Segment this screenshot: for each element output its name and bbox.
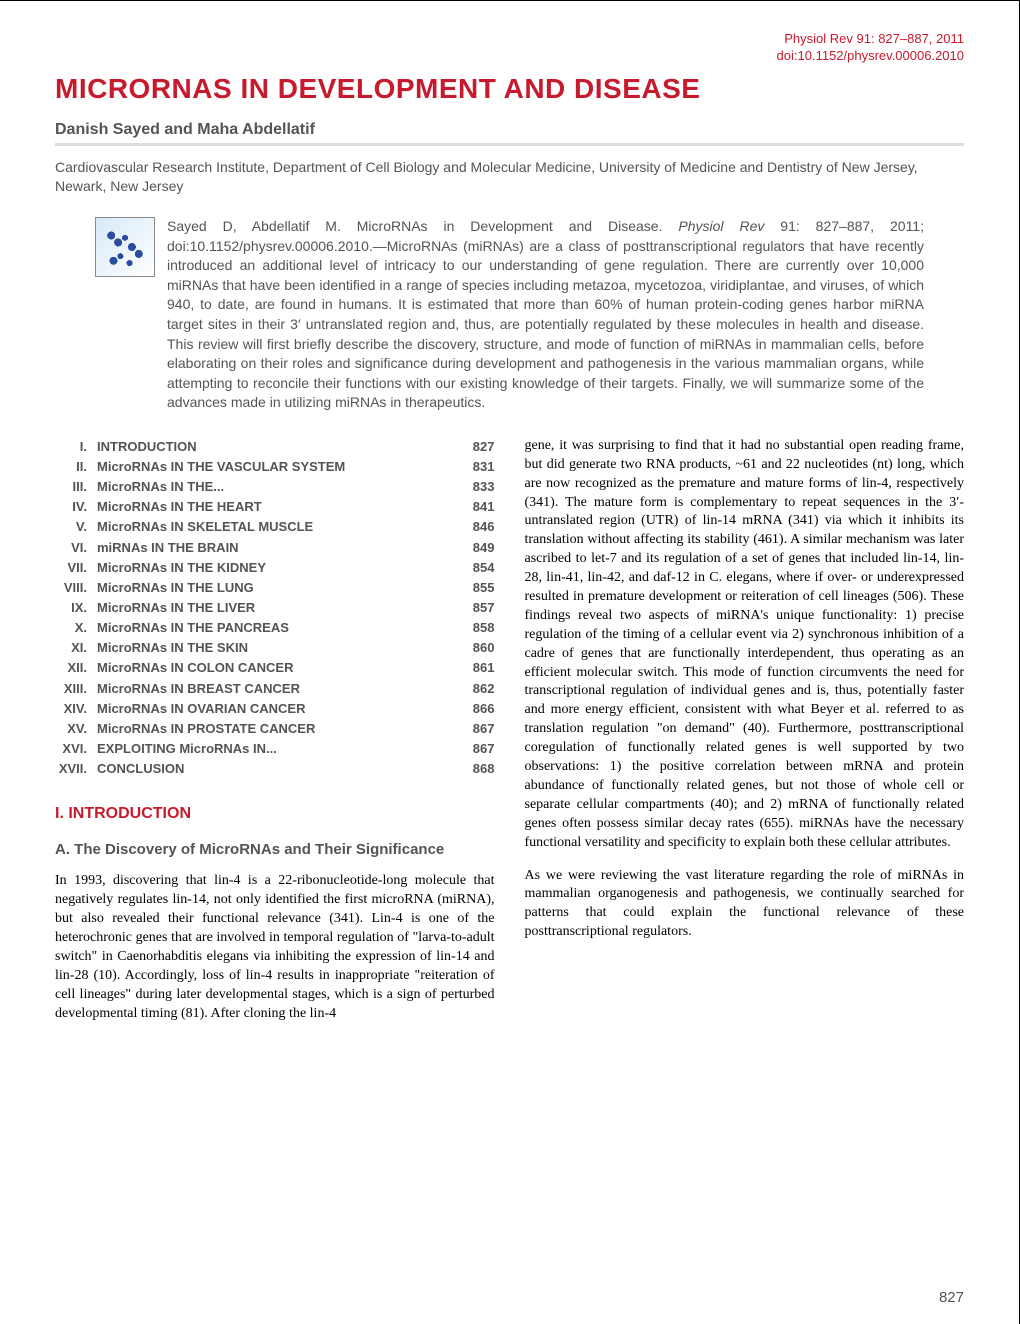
toc-label: CONCLUSION (97, 759, 455, 779)
toc-page: 855 (455, 578, 495, 598)
article-title: MICRORNAS IN DEVELOPMENT AND DISEASE (55, 73, 964, 105)
toc-numeral: VIII. (55, 578, 97, 598)
toc-row: IX.MicroRNAs IN THE LIVER857 (55, 598, 495, 618)
toc-label: INTRODUCTION (97, 437, 455, 457)
toc-row: II.MicroRNAs IN THE VASCULAR SYSTEM831 (55, 457, 495, 477)
table-of-contents: I.INTRODUCTION827II.MicroRNAs IN THE VAS… (55, 437, 495, 779)
header-meta: Physiol Rev 91: 827–887, 2011 doi:10.115… (55, 31, 964, 65)
toc-numeral: XV. (55, 719, 97, 739)
toc-label: MicroRNAs IN BREAST CANCER (97, 679, 455, 699)
toc-label: EXPLOITING MicroRNAs IN... (97, 739, 455, 759)
toc-page: 846 (455, 517, 495, 537)
abstract-journal: Physiol Rev (678, 218, 764, 234)
left-column: I.INTRODUCTION827II.MicroRNAs IN THE VAS… (55, 437, 495, 1038)
toc-numeral: I. (55, 437, 97, 457)
toc-label: MicroRNAs IN THE VASCULAR SYSTEM (97, 457, 455, 477)
toc-numeral: IV. (55, 497, 97, 517)
abstract-block: Sayed D, Abdellatif M. MicroRNAs in Deve… (95, 217, 924, 413)
two-column-layout: I.INTRODUCTION827II.MicroRNAs IN THE VAS… (55, 437, 964, 1038)
toc-row: XII.MicroRNAs IN COLON CANCER861 (55, 658, 495, 678)
toc-numeral: XI. (55, 638, 97, 658)
toc-numeral: XVI. (55, 739, 97, 759)
abstract-body: MicroRNAs (miRNAs) are a class of posttr… (167, 238, 924, 411)
toc-page: 831 (455, 457, 495, 477)
toc-row: XVII.CONCLUSION868 (55, 759, 495, 779)
toc-numeral: X. (55, 618, 97, 638)
toc-page: 827 (455, 437, 495, 457)
toc-page: 867 (455, 719, 495, 739)
toc-row: XV.MicroRNAs IN PROSTATE CANCER867 (55, 719, 495, 739)
toc-row: XIV.MicroRNAs IN OVARIAN CANCER866 (55, 699, 495, 719)
toc-page: 849 (455, 538, 495, 558)
toc-row: IV.MicroRNAs IN THE HEART841 (55, 497, 495, 517)
toc-row: V.MicroRNAs IN SKELETAL MUSCLE846 (55, 517, 495, 537)
toc-page: 862 (455, 679, 495, 699)
toc-label: MicroRNAs IN THE KIDNEY (97, 558, 455, 578)
toc-label: MicroRNAs IN THE PANCREAS (97, 618, 455, 638)
subsection-heading-discovery: A. The Discovery of MicroRNAs and Their … (55, 841, 495, 858)
toc-label: MicroRNAs IN THE HEART (97, 497, 455, 517)
body-paragraph: gene, it was surprising to find that it … (525, 437, 965, 853)
toc-row: VII.MicroRNAs IN THE KIDNEY854 (55, 558, 495, 578)
journal-line: Physiol Rev 91: 827–887, 2011 (55, 31, 964, 48)
toc-row: XI.MicroRNAs IN THE SKIN860 (55, 638, 495, 658)
page-number: 827 (939, 1289, 964, 1306)
abstract-text: Sayed D, Abdellatif M. MicroRNAs in Deve… (167, 217, 924, 413)
title-divider (55, 143, 964, 146)
toc-page: 868 (455, 759, 495, 779)
abstract-thumbnail-icon (95, 217, 155, 277)
toc-label: MicroRNAs IN THE SKIN (97, 638, 455, 658)
toc-row: XVI.EXPLOITING MicroRNAs IN...867 (55, 739, 495, 759)
toc-numeral: XIII. (55, 679, 97, 699)
toc-numeral: VI. (55, 538, 97, 558)
affiliation: Cardiovascular Research Institute, Depar… (55, 158, 964, 197)
toc-numeral: III. (55, 477, 97, 497)
toc-numeral: XII. (55, 658, 97, 678)
toc-label: MicroRNAs IN THE LIVER (97, 598, 455, 618)
toc-page: 867 (455, 739, 495, 759)
toc-label: MicroRNAs IN THE... (97, 477, 455, 497)
toc-label: MicroRNAs IN SKELETAL MUSCLE (97, 517, 455, 537)
toc-label: MicroRNAs IN THE LUNG (97, 578, 455, 598)
toc-numeral: XVII. (55, 759, 97, 779)
toc-page: 861 (455, 658, 495, 678)
toc-label: MicroRNAs IN OVARIAN CANCER (97, 699, 455, 719)
toc-label: MicroRNAs IN PROSTATE CANCER (97, 719, 455, 739)
body-paragraph: As we were reviewing the vast literature… (525, 867, 965, 943)
toc-page: 866 (455, 699, 495, 719)
toc-numeral: II. (55, 457, 97, 477)
toc-label: MicroRNAs IN COLON CANCER (97, 658, 455, 678)
toc-page: 854 (455, 558, 495, 578)
toc-row: III.MicroRNAs IN THE...833 (55, 477, 495, 497)
toc-page: 833 (455, 477, 495, 497)
toc-label: miRNAs IN THE BRAIN (97, 538, 455, 558)
toc-row: I.INTRODUCTION827 (55, 437, 495, 457)
abstract-lead: Sayed D, Abdellatif M. MicroRNAs in Deve… (167, 218, 678, 234)
page: Physiol Rev 91: 827–887, 2011 doi:10.115… (0, 0, 1020, 1324)
toc-numeral: VII. (55, 558, 97, 578)
body-paragraph: In 1993, discovering that lin-4 is a 22-… (55, 872, 495, 1023)
toc-row: X.MicroRNAs IN THE PANCREAS858 (55, 618, 495, 638)
section-heading-introduction: I. INTRODUCTION (55, 805, 495, 823)
toc-page: 841 (455, 497, 495, 517)
toc-page: 860 (455, 638, 495, 658)
toc-page: 857 (455, 598, 495, 618)
toc-row: XIII.MicroRNAs IN BREAST CANCER862 (55, 679, 495, 699)
doi-line: doi:10.1152/physrev.00006.2010 (55, 48, 964, 65)
toc-page: 858 (455, 618, 495, 638)
right-column: gene, it was surprising to find that it … (525, 437, 965, 1038)
toc-numeral: V. (55, 517, 97, 537)
toc-numeral: IX. (55, 598, 97, 618)
toc-row: VIII.MicroRNAs IN THE LUNG855 (55, 578, 495, 598)
toc-row: VI.miRNAs IN THE BRAIN849 (55, 538, 495, 558)
toc-numeral: XIV. (55, 699, 97, 719)
authors: Danish Sayed and Maha Abdellatif (55, 121, 964, 139)
